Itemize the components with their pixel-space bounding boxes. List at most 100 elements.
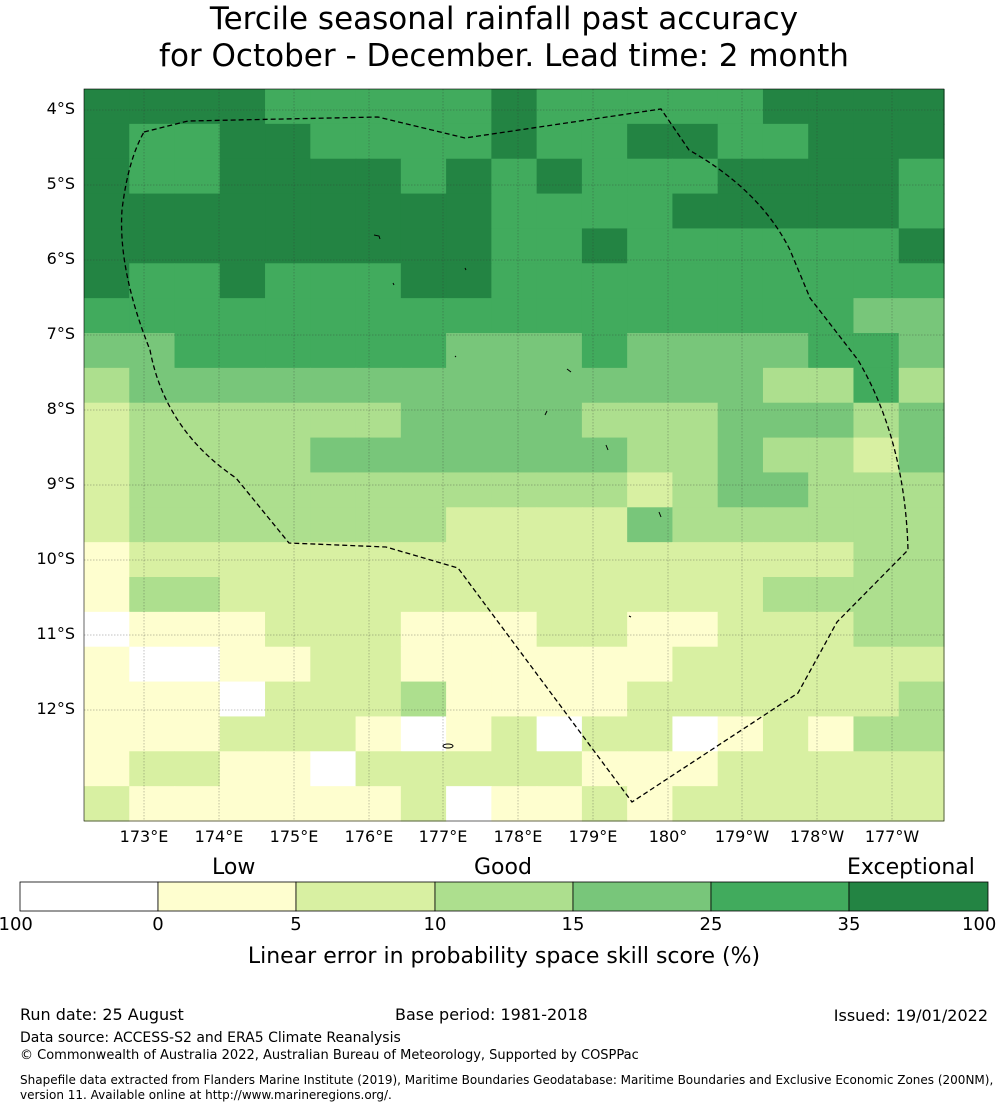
grid-cell [717,123,764,160]
grid-cell [491,298,538,334]
grid-cell [672,681,719,718]
grid-cell [310,367,357,404]
grid-cell [672,333,719,369]
grid-cell [717,333,764,369]
grid-cell [898,611,945,648]
grid-cell [265,193,311,230]
grid-cell [219,193,266,230]
grid-cell [672,228,719,264]
colorbar-swatch [434,881,574,912]
grid-cell [265,577,311,613]
grid-cell [491,437,538,474]
grid-cell [491,507,538,543]
grid-cell [717,611,764,648]
grid-cell [446,786,492,822]
grid-cell [808,263,855,299]
grid-cell [853,402,900,439]
grid-cell [265,123,311,160]
grid-cell [898,298,945,334]
grid-cell [536,263,583,299]
grid-cell [898,716,945,752]
grid-cell [853,228,900,264]
grid-cell [355,681,402,718]
grid-cell [898,786,945,822]
grid-cell [129,751,176,787]
grid-cell [627,611,674,648]
grid-cell [129,716,176,752]
grid-cell [762,158,809,195]
grid-cell [446,333,492,369]
grid-cell [536,298,583,334]
colorbar-tick-label: 15 [561,914,585,935]
island [628,615,632,618]
latitude-label: 4°S [46,99,75,118]
grid-cell [853,367,900,404]
longitude-label: 174°E [194,827,244,846]
issued-date: Issued: 19/01/2022 [833,1006,988,1025]
grid-cell [129,507,176,543]
grid-cell [717,158,764,195]
grid-cell [536,751,583,787]
grid-cell [446,123,492,160]
grid-cell [717,472,764,508]
grid-cell [400,611,447,648]
grid-cell [672,577,719,613]
grid-cell [581,367,628,404]
grid-cell [400,646,447,683]
colorbar-swatch [848,881,989,912]
island [464,267,467,271]
grid-cell [400,681,447,718]
grid-cell [84,611,130,648]
grid-cell [400,507,447,543]
grid-cell [491,611,538,648]
grid-cell [581,786,628,822]
grid-cell [491,402,538,439]
grid-cell [627,786,674,822]
grid-cell [491,472,538,508]
latitude-label: 5°S [46,174,75,193]
grid-cell [265,158,311,195]
grid-cell [219,472,266,508]
grid-cell [491,193,538,230]
grid-cell [898,193,945,230]
grid-cell [853,716,900,752]
grid-cell [853,89,900,125]
chart-title-line1: Tercile seasonal rainfall past accuracy [209,1,799,37]
grid-cell [310,577,357,613]
latitude-label: 10°S [36,549,75,568]
grid-cell [627,472,674,508]
grid-cell [808,716,855,752]
grid-cell [446,193,492,230]
grid-cell [627,263,674,299]
grid-cell [310,298,357,334]
grid-cell [808,577,855,613]
grid-cell [84,123,130,160]
grid-cell [491,89,538,125]
grid-cell [355,298,402,334]
colorbar-tick-label: 25 [699,914,723,935]
island [566,368,572,373]
grid-cell [762,228,809,264]
grid-cell [717,646,764,683]
grid-cell [762,577,809,613]
grid-cell [355,228,402,264]
grid-cell [808,333,855,369]
grid-cell [355,123,402,160]
grid-cell [627,577,674,613]
grid-cell [808,437,855,474]
grid-cell [627,751,674,787]
grid-cell [717,402,764,439]
grid-cell [219,263,266,299]
grid-cell [581,681,628,718]
grid-cell [310,611,357,648]
grid-cell [310,123,357,160]
latitude-label: 8°S [46,399,75,418]
copyright: © Commonwealth of Australia 2022, Austra… [20,1048,639,1063]
grid-cell [491,751,538,787]
grid-cell [717,542,764,578]
eez-boundary-line [120,108,909,803]
grid-cell [762,402,809,439]
colorbar-tick-label: 10 [423,914,447,935]
island [605,444,609,451]
grid-cell [310,786,357,822]
